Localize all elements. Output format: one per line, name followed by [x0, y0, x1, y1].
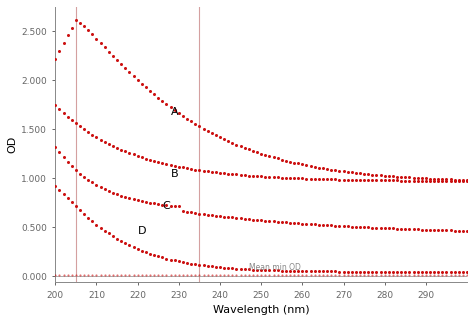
Text: A: A	[171, 107, 178, 117]
Y-axis label: OD: OD	[7, 136, 17, 153]
X-axis label: Wavelength (nm): Wavelength (nm)	[213, 305, 310, 315]
Text: D: D	[137, 226, 146, 236]
Text: B: B	[171, 169, 178, 179]
Text: C: C	[163, 201, 170, 211]
Text: Mean min OD: Mean min OD	[249, 263, 301, 272]
